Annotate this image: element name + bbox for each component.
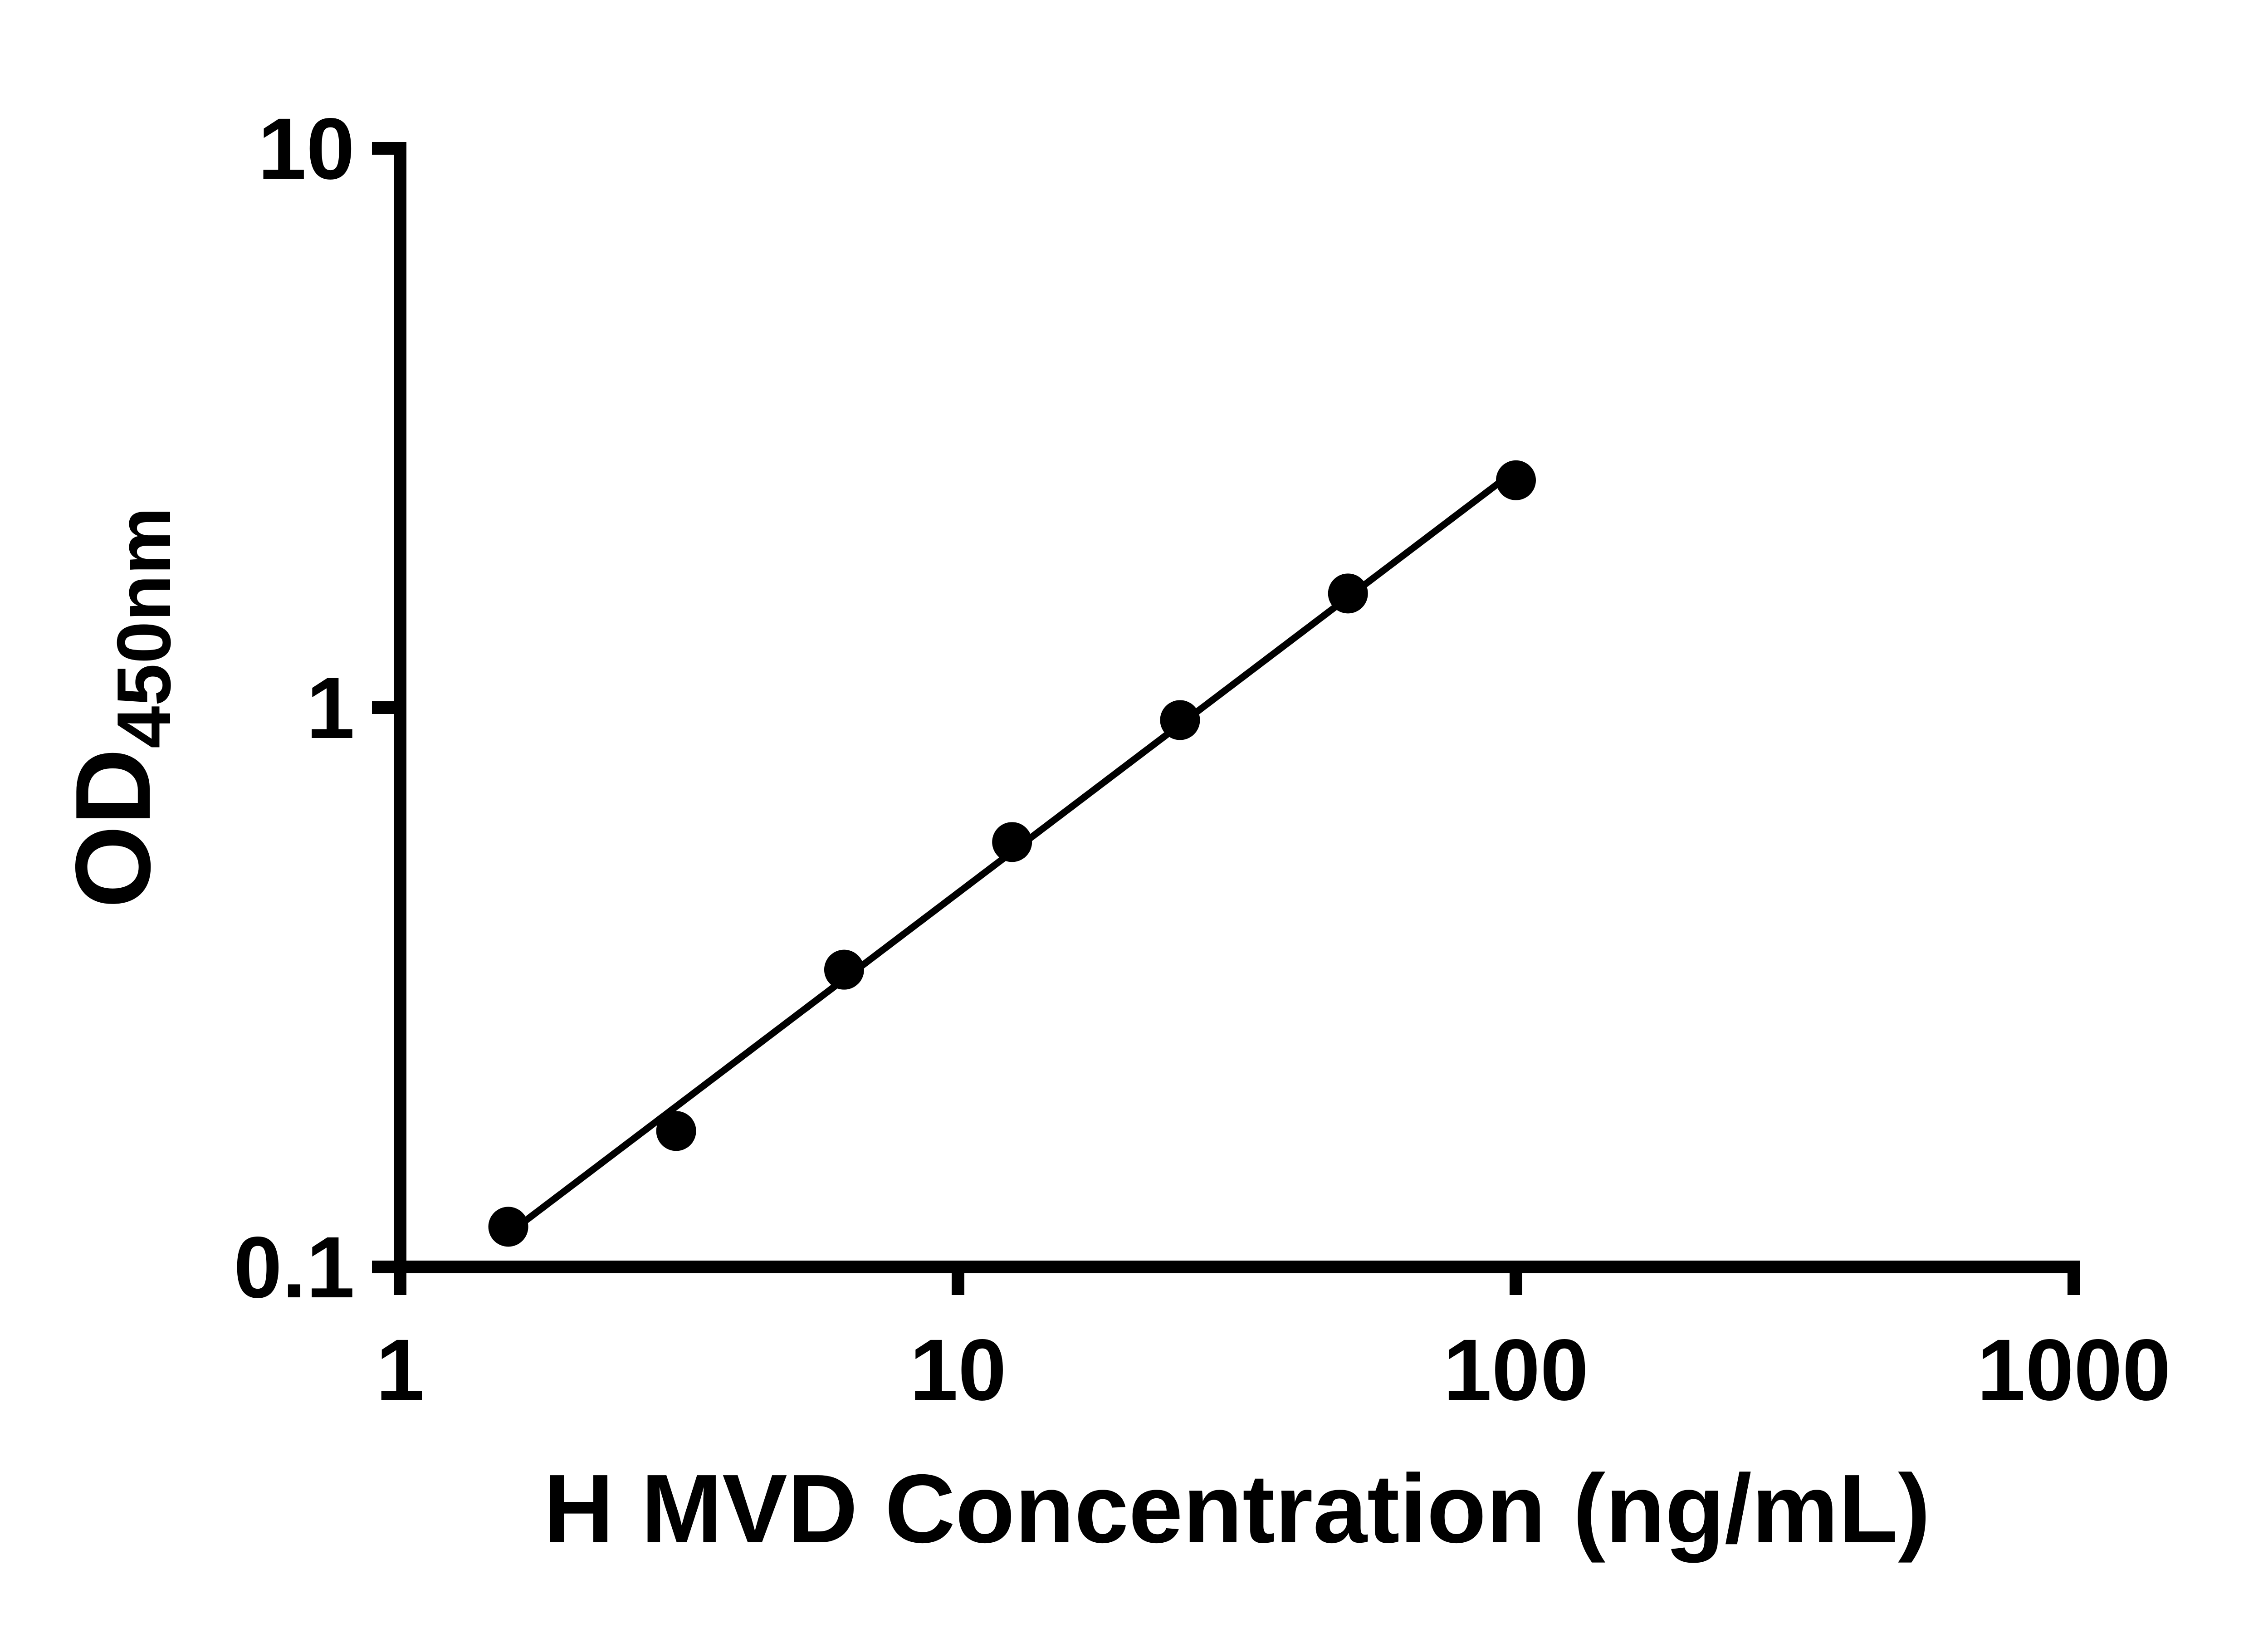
data-point [1160, 700, 1200, 740]
data-series-layer [488, 460, 1536, 1247]
y-axis-title: OD450nm [53, 507, 186, 909]
data-point [1496, 460, 1536, 500]
y-axis-title-main: OD [53, 748, 172, 909]
y-axis-title-sub: 450nm [101, 507, 186, 748]
x-tick-label: 100 [1443, 1321, 1589, 1418]
data-point [488, 1207, 528, 1247]
x-tick-label: 10 [909, 1321, 1007, 1418]
x-axis-title: H MVD Concentration (ng/mL) [543, 1454, 1931, 1563]
data-point [1328, 573, 1368, 614]
x-tick-label: 1 [376, 1321, 425, 1418]
data-point [656, 1111, 696, 1151]
data-point [824, 949, 864, 990]
x-tick-label: 1000 [1977, 1321, 2170, 1418]
data-point [992, 822, 1032, 862]
y-tick-label: 10 [258, 100, 355, 197]
y-tick-label: 1 [306, 659, 355, 757]
y-tick-label: 0.1 [234, 1218, 355, 1316]
